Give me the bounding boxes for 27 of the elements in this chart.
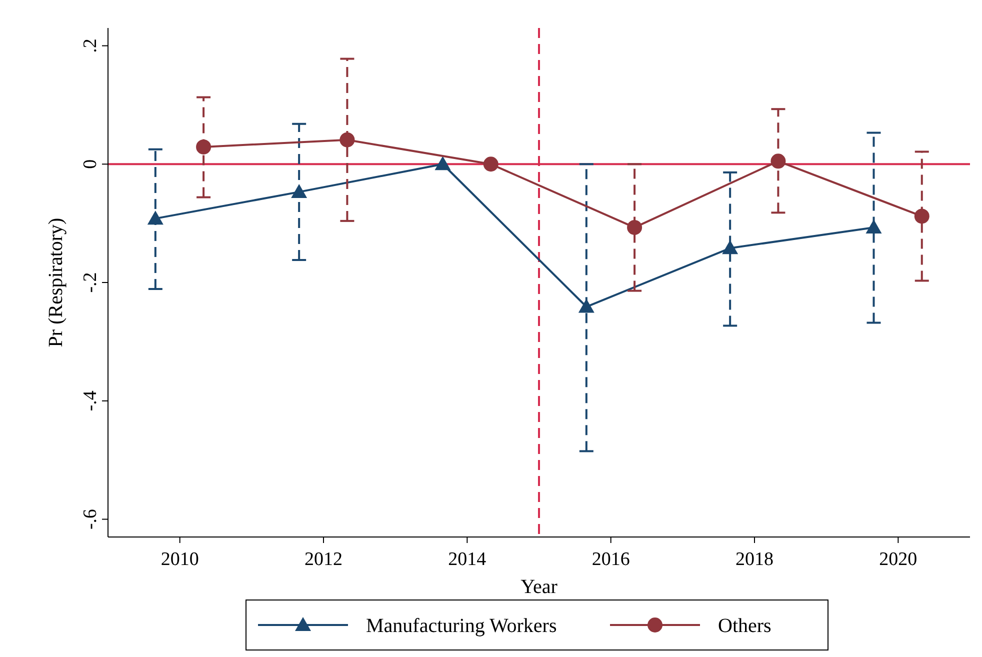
point xyxy=(722,240,738,254)
x-tick-label: 2014 xyxy=(448,549,487,570)
point xyxy=(196,139,212,154)
x-tick-label: 2016 xyxy=(592,549,630,570)
point xyxy=(340,132,355,148)
point xyxy=(291,184,308,198)
point xyxy=(147,210,164,225)
point xyxy=(914,208,930,224)
point xyxy=(866,219,882,234)
x-axis-title: Year xyxy=(520,576,558,598)
y-tick-label: .2 xyxy=(80,38,101,53)
y-tick-label: -.4 xyxy=(80,390,101,412)
point xyxy=(770,154,786,169)
point xyxy=(578,298,594,313)
x-tick-label: 2010 xyxy=(160,549,199,570)
point xyxy=(434,156,451,170)
legend-label: Manufacturing Workers xyxy=(366,615,557,637)
legend-label: Others xyxy=(718,615,772,637)
point xyxy=(627,220,642,235)
y-tick-label: -.2 xyxy=(80,272,101,293)
y-axis-title: Pr (Respiratory) xyxy=(45,218,67,348)
x-tick-label: 2018 xyxy=(736,549,774,570)
y-tick-label: 0 xyxy=(80,159,101,169)
point xyxy=(483,156,498,172)
y-tick-label: -.6 xyxy=(80,508,101,530)
x-tick-label: 2012 xyxy=(304,549,342,570)
x-tick-label: 2020 xyxy=(879,549,918,570)
